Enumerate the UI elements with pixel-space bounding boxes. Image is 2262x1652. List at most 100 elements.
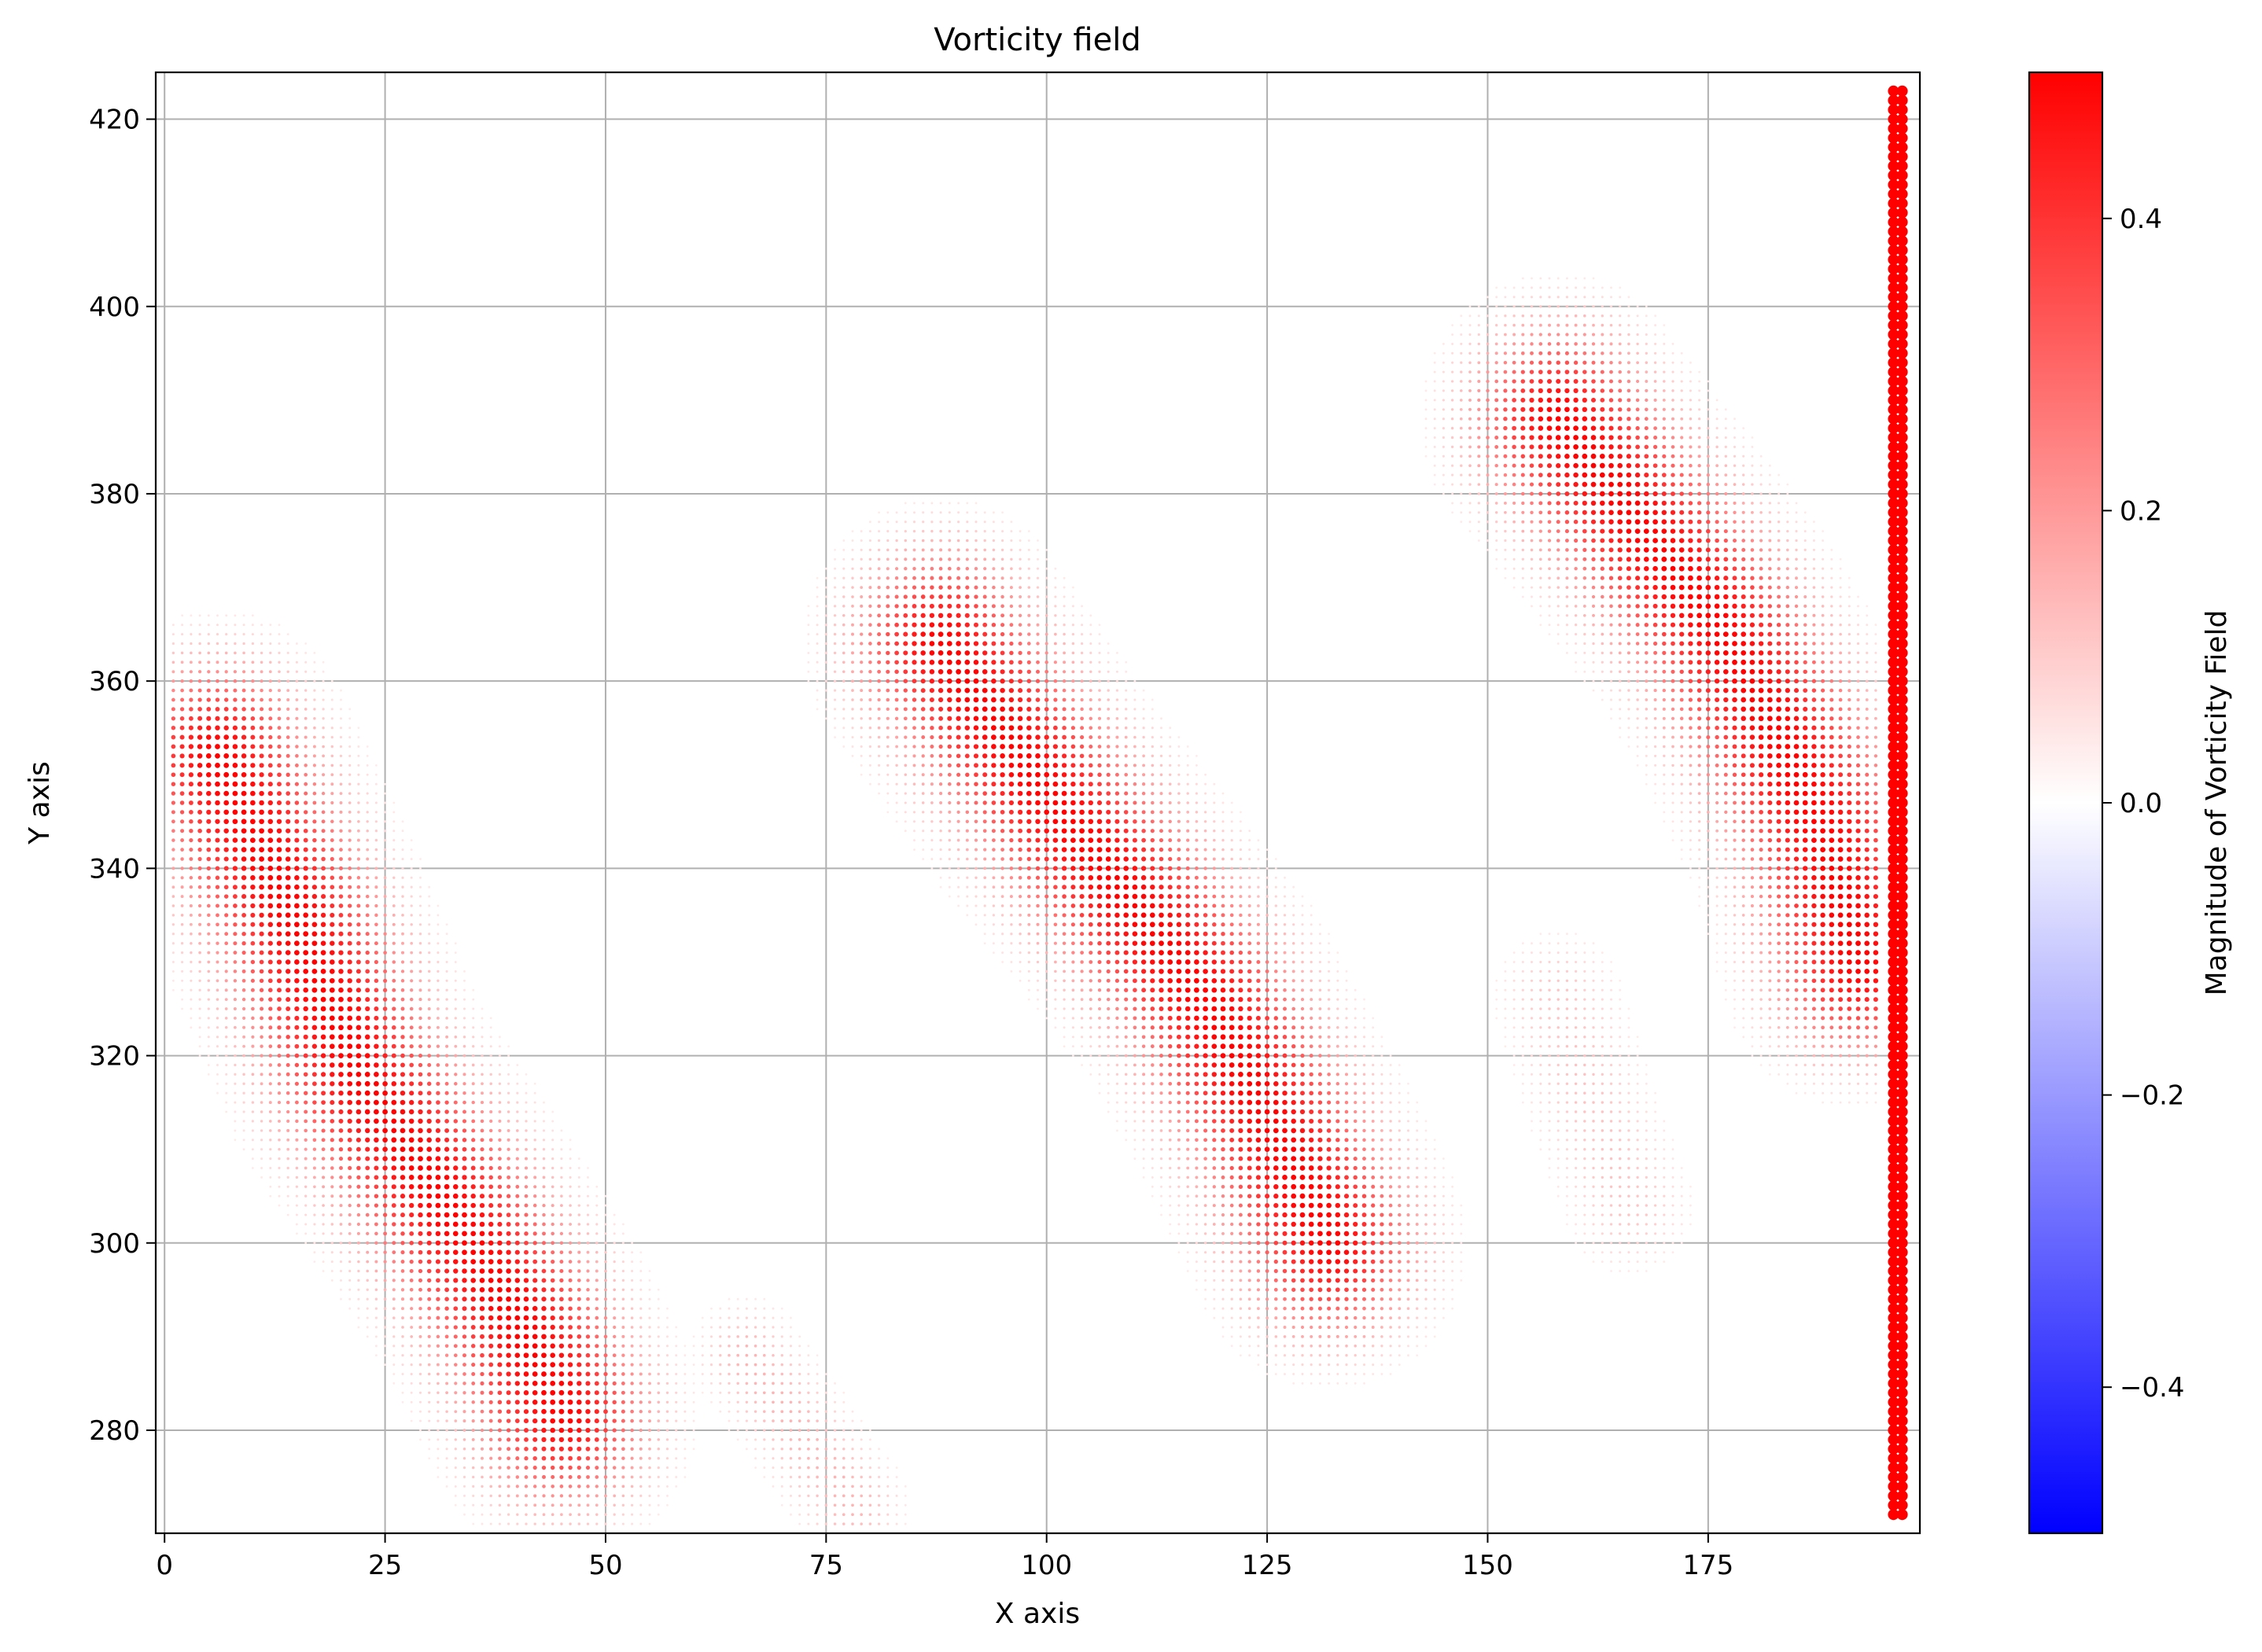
vorticity-point xyxy=(268,782,273,786)
vorticity-point xyxy=(375,1326,378,1328)
vorticity-point xyxy=(260,1063,263,1066)
vorticity-point xyxy=(181,942,183,944)
vorticity-point xyxy=(190,679,193,683)
vorticity-point xyxy=(401,914,404,917)
vorticity-point xyxy=(171,689,175,692)
vorticity-point xyxy=(754,1401,757,1404)
vorticity-point xyxy=(878,1485,880,1488)
vorticity-point xyxy=(1107,1064,1110,1066)
vorticity-point xyxy=(595,1242,598,1244)
vorticity-point xyxy=(675,1354,677,1356)
vorticity-point xyxy=(983,829,987,833)
vorticity-point xyxy=(419,1335,422,1338)
vorticity-point xyxy=(340,1260,342,1263)
vorticity-point xyxy=(330,940,334,945)
vorticity-point xyxy=(1080,754,1085,759)
vorticity-point xyxy=(338,1025,344,1030)
vorticity-point xyxy=(886,727,890,730)
vorticity-point xyxy=(472,1485,474,1488)
vorticity-point xyxy=(330,1016,335,1021)
vorticity-point xyxy=(940,886,942,889)
vorticity-point xyxy=(436,1241,440,1245)
vorticity-point xyxy=(639,1523,642,1525)
vorticity-point xyxy=(330,811,333,814)
vorticity-point xyxy=(436,1119,440,1124)
vorticity-point xyxy=(198,895,202,899)
vorticity-point xyxy=(437,1045,440,1048)
vorticity-point xyxy=(488,1334,493,1339)
vorticity-point xyxy=(878,755,880,757)
vorticity-point xyxy=(260,1139,263,1141)
vorticity-point xyxy=(357,1251,360,1254)
vorticity-point xyxy=(392,1260,396,1264)
vorticity-point xyxy=(938,697,943,702)
vorticity-point xyxy=(278,1139,281,1142)
vorticity-point xyxy=(956,650,961,656)
vorticity-point xyxy=(322,773,325,776)
vorticity-point xyxy=(578,1157,580,1160)
vorticity-point xyxy=(595,1334,599,1338)
vorticity-point xyxy=(268,763,273,767)
vorticity-point xyxy=(878,1522,880,1525)
vorticity-point xyxy=(234,660,237,664)
vorticity-point xyxy=(781,1326,783,1329)
vorticity-point xyxy=(974,753,978,758)
vorticity-point xyxy=(356,1185,360,1189)
vorticity-point xyxy=(1106,847,1111,852)
vorticity-point xyxy=(437,942,439,944)
vorticity-point xyxy=(991,772,996,777)
vorticity-point xyxy=(391,1100,396,1106)
vorticity-point xyxy=(991,782,996,786)
vorticity-point xyxy=(330,1034,335,1039)
vorticity-point xyxy=(1114,903,1120,909)
vorticity-point xyxy=(965,792,969,796)
vorticity-point xyxy=(224,932,228,936)
vorticity-point xyxy=(277,1025,281,1029)
vorticity-point xyxy=(1081,661,1084,664)
vorticity-point xyxy=(419,877,422,879)
vorticity-point xyxy=(551,1223,554,1226)
vorticity-point xyxy=(268,1035,272,1039)
vorticity-point xyxy=(445,1007,448,1010)
vorticity-point xyxy=(418,1194,423,1199)
vorticity-point xyxy=(252,1129,254,1131)
vorticity-point xyxy=(630,1382,633,1385)
vorticity-point xyxy=(728,1326,730,1328)
vorticity-point xyxy=(1026,763,1032,768)
vorticity-point xyxy=(825,568,827,570)
vorticity-point xyxy=(763,1308,765,1310)
vorticity-point xyxy=(427,1091,432,1095)
vorticity-point xyxy=(577,1494,580,1497)
vorticity-point xyxy=(1098,1007,1101,1010)
vorticity-point xyxy=(233,810,238,815)
vorticity-point xyxy=(330,1081,334,1086)
vorticity-point xyxy=(693,1411,695,1413)
vorticity-point xyxy=(984,530,986,532)
vorticity-point xyxy=(462,1363,466,1367)
vorticity-point xyxy=(268,800,273,805)
vorticity-point xyxy=(1000,782,1004,786)
vorticity-point xyxy=(834,1382,836,1385)
vorticity-point xyxy=(515,1400,520,1404)
vorticity-point xyxy=(658,1504,660,1507)
vorticity-point xyxy=(524,1371,529,1377)
vorticity-point xyxy=(507,1148,510,1151)
vorticity-point xyxy=(781,1335,783,1337)
vorticity-point xyxy=(516,1523,518,1525)
vorticity-point xyxy=(506,1325,511,1330)
vorticity-point xyxy=(1062,837,1067,843)
vorticity-point xyxy=(208,1054,210,1057)
vorticity-point xyxy=(207,885,211,889)
vorticity-point xyxy=(541,1418,547,1424)
vorticity-point xyxy=(1062,753,1067,758)
vorticity-point xyxy=(1063,624,1065,626)
vorticity-point xyxy=(233,800,238,806)
vorticity-point xyxy=(1081,979,1084,982)
vorticity-point xyxy=(453,1165,458,1170)
vorticity-point xyxy=(586,1353,591,1358)
vorticity-point xyxy=(807,1392,809,1394)
vorticity-point xyxy=(251,960,255,964)
vorticity-point xyxy=(294,931,300,936)
vorticity-point xyxy=(190,614,193,616)
vorticity-point xyxy=(375,1298,378,1301)
